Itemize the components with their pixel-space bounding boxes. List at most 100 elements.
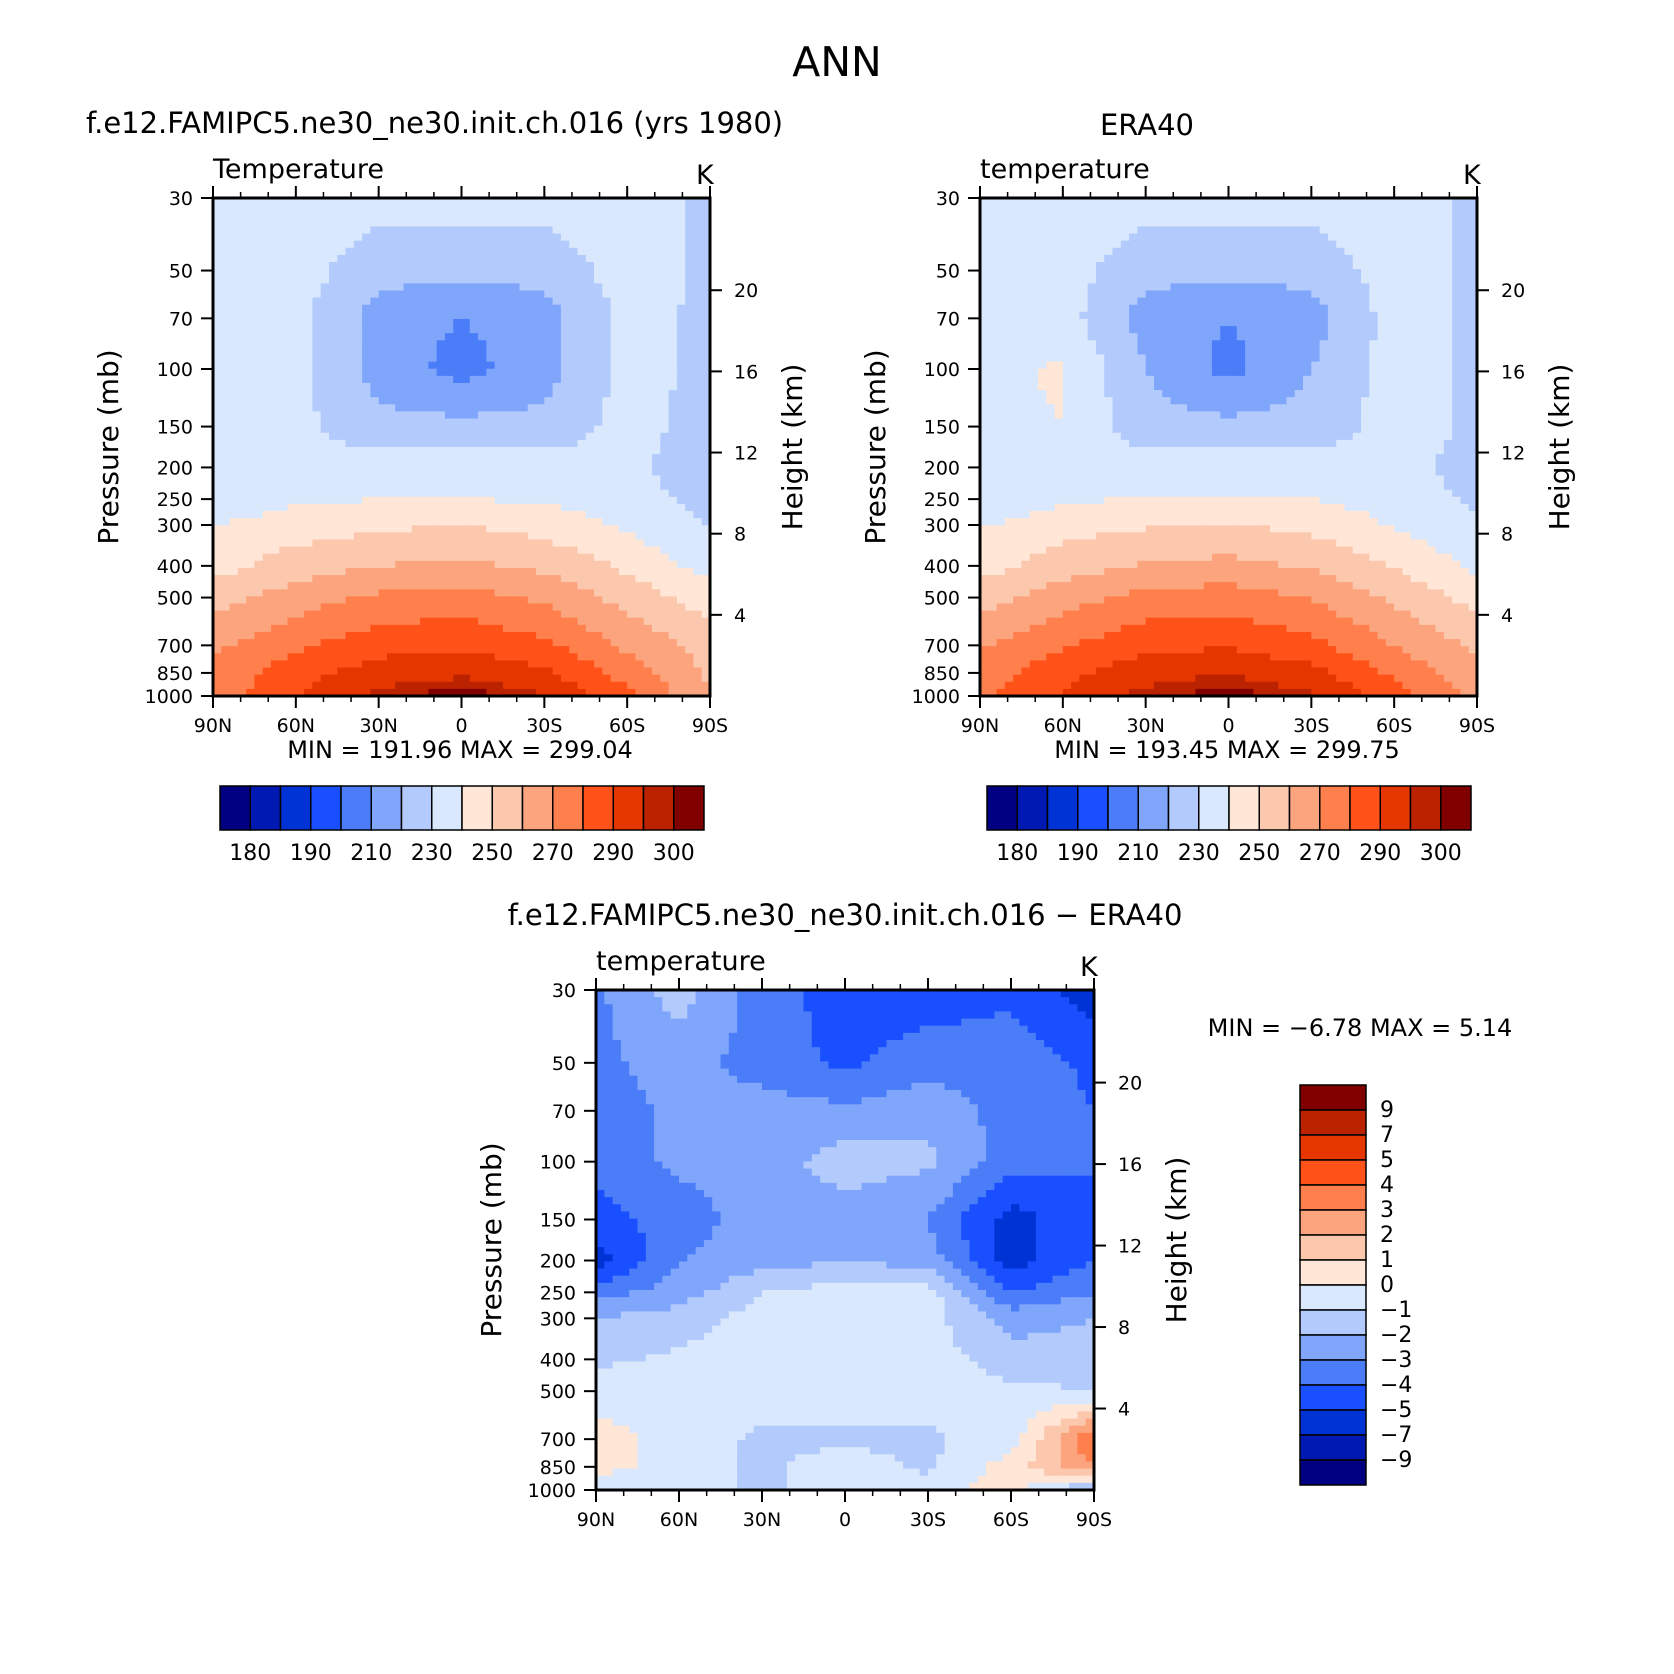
contour-cell — [1162, 233, 1172, 242]
contour-cell — [618, 304, 628, 313]
contour-cell — [511, 688, 521, 697]
contour-cell — [594, 539, 603, 548]
contour-cell — [536, 432, 545, 441]
contour-cell — [594, 617, 603, 626]
contour-cell — [411, 525, 421, 533]
contour-cell — [594, 667, 603, 676]
contour-cell — [536, 333, 545, 341]
contour-cell — [643, 333, 653, 341]
contour-cell — [1187, 262, 1196, 270]
contour-cell — [213, 639, 222, 647]
contour-cell — [1062, 198, 1072, 206]
contour-cell — [1344, 226, 1354, 235]
contour-cell — [1253, 212, 1263, 220]
contour-cell — [328, 318, 338, 327]
contour-cell — [643, 582, 653, 590]
contour-cell — [519, 283, 529, 292]
contour-cell — [395, 254, 405, 263]
contour-cell — [610, 390, 620, 398]
contour-cell — [569, 404, 579, 413]
contour-cell — [602, 503, 612, 512]
contour-cell — [627, 269, 637, 277]
contour-cell — [519, 468, 529, 477]
contour-cell — [544, 290, 554, 299]
contour-cell — [395, 375, 405, 384]
contour-cell — [1294, 240, 1304, 249]
contour-cell — [610, 539, 620, 548]
contour-cell — [270, 254, 280, 263]
contour-cell — [1145, 219, 1155, 228]
contour-cell — [1435, 198, 1445, 206]
contour-cell — [560, 646, 570, 654]
contour-cell — [652, 688, 661, 697]
contour-cell — [295, 382, 305, 391]
contour-cell — [544, 475, 554, 484]
contour-cell — [362, 240, 371, 249]
contour-cell — [444, 468, 454, 477]
contour-cell — [353, 212, 363, 220]
contour-cell — [221, 482, 231, 491]
contour-cell — [511, 674, 521, 683]
contour-cell — [502, 511, 512, 519]
contour-cell — [378, 496, 388, 505]
contour-cell — [254, 660, 264, 669]
contour-cell — [428, 290, 438, 299]
contour-cell — [428, 447, 438, 455]
contour-cell — [610, 425, 620, 434]
contour-cell — [668, 432, 678, 441]
contour-cell — [237, 198, 247, 206]
contour-cell — [295, 368, 305, 377]
contour-cell — [594, 269, 603, 277]
contour-cell — [295, 653, 305, 662]
contour-cell — [453, 475, 463, 484]
contour-cell — [701, 262, 711, 270]
contour-cell — [320, 404, 330, 413]
contour-cell — [328, 247, 338, 256]
contour-cell — [660, 553, 670, 562]
contour-cell — [246, 610, 256, 619]
contour-cell — [362, 375, 371, 384]
contour-cell — [1195, 247, 1205, 256]
contour-cell — [411, 233, 421, 242]
contour-cell — [461, 617, 471, 626]
contour-cell — [237, 432, 247, 441]
contour-cell — [635, 518, 645, 526]
contour-cell — [552, 589, 562, 597]
contour-cell — [618, 482, 628, 491]
contour-cell — [552, 304, 562, 313]
contour-cell — [527, 247, 537, 256]
contour-cell — [527, 447, 537, 455]
contour-cell — [494, 532, 504, 541]
contour-cell — [328, 283, 338, 292]
contour-cell — [420, 454, 429, 462]
contour-cell — [478, 390, 487, 398]
contour-cell — [403, 660, 413, 669]
contour-cell — [676, 340, 686, 348]
contour-cell — [652, 397, 661, 405]
contour-cell — [378, 454, 388, 462]
contour-cell — [1170, 205, 1180, 213]
contour-cell — [386, 454, 396, 462]
contour-cell — [685, 397, 695, 405]
contour-cell — [320, 532, 330, 541]
contour-cell — [560, 333, 570, 341]
contour-cell — [287, 560, 297, 569]
contour-cell — [685, 219, 695, 228]
contour-cell — [519, 276, 529, 284]
contour-cell — [312, 397, 322, 405]
contour-cell — [1319, 226, 1329, 235]
contour-cell — [643, 311, 653, 320]
contour-cell — [560, 639, 570, 647]
contour-cell — [527, 639, 537, 647]
contour-cell — [436, 205, 446, 213]
contour-cell — [345, 247, 355, 256]
contour-cell — [527, 297, 537, 306]
contour-cell — [453, 439, 463, 448]
contour-cell — [478, 340, 487, 348]
contour-cell — [569, 475, 579, 484]
contour-cell — [486, 311, 496, 320]
contour-cell — [577, 646, 587, 654]
contour-cell — [643, 361, 653, 370]
contour-cell — [502, 489, 512, 498]
contour-cell — [536, 411, 545, 420]
